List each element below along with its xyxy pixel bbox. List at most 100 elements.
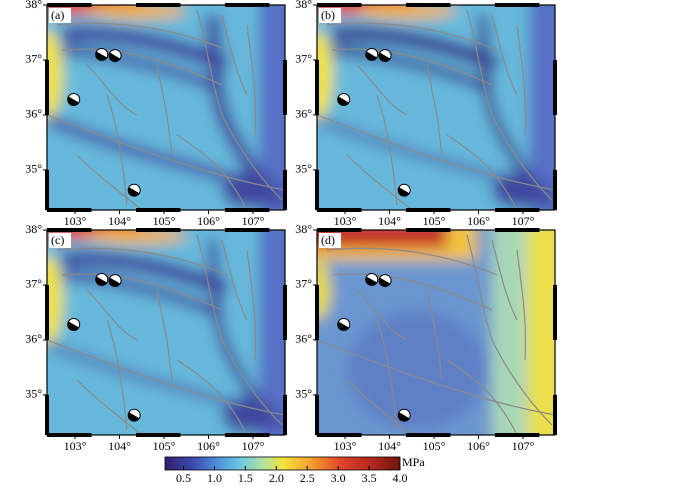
lat-tick-label: 38° <box>25 0 42 11</box>
fault-line <box>426 64 443 156</box>
fault-line <box>76 154 143 210</box>
colorbar-tick-label: 2.0 <box>269 471 284 485</box>
fault-line <box>446 359 518 435</box>
map-panel: (b) 103° 104° 105° 106° 107° 35° 36° 37° 38° <box>295 0 557 228</box>
lat-tick-label: 35° <box>25 387 42 401</box>
lat-tick-label: 35° <box>25 162 42 176</box>
colorbar-tick-label: 0.5 <box>176 471 191 485</box>
lat-tick-label: 38° <box>295 222 312 236</box>
fault-line <box>61 48 223 86</box>
lon-tick-label: 106° <box>467 439 490 453</box>
lat-tick-label: 35° <box>295 387 312 401</box>
lon-tick-label: 106° <box>197 214 220 228</box>
lon-tick-label: 105° <box>423 439 446 453</box>
fault-line <box>376 319 398 431</box>
colorbar-tick-label: 2.5 <box>300 471 315 485</box>
lon-tick-label: 104° <box>108 214 131 228</box>
fault-line <box>156 64 173 156</box>
fault-line <box>47 339 285 416</box>
stress-field <box>317 5 555 210</box>
colorbar-tick-label: 1.5 <box>238 471 253 485</box>
map-panel: (d) 103° 104° 105° 106° 107° 35° 36° 37° 38° <box>295 222 557 453</box>
fault-line <box>326 247 498 276</box>
colorbar-unit: MPa <box>402 455 425 469</box>
fault-line <box>317 339 555 416</box>
map-panel: (c) 103° 104° 105° 106° 107° 35° 36° 37° 38° <box>25 222 287 453</box>
lat-tick-label: 36° <box>25 332 42 346</box>
fault-line <box>326 22 498 51</box>
fault-line <box>176 134 248 210</box>
panel-label: (a) <box>51 8 64 22</box>
colorbar-tick-label: 3.0 <box>331 471 346 485</box>
fault-line <box>346 379 413 435</box>
lon-tick-label: 106° <box>467 214 490 228</box>
fault-line <box>466 234 553 426</box>
fault-line <box>196 234 283 426</box>
lat-tick-label: 36° <box>25 107 42 121</box>
lon-tick-label: 105° <box>153 214 176 228</box>
fault-line <box>47 114 285 191</box>
map-panel: (a) 103° 104° 105° 106° 107° 35° 36° 37° 38° <box>25 0 287 228</box>
lat-tick-label: 38° <box>25 222 42 236</box>
lat-tick-label: 38° <box>295 0 312 11</box>
fault-line <box>56 247 228 276</box>
fault-line <box>56 22 228 51</box>
lon-tick-label: 104° <box>378 439 401 453</box>
fault-line <box>156 289 173 381</box>
fault-line <box>61 273 223 311</box>
lon-tick-label: 107° <box>242 214 265 228</box>
panel-label: (c) <box>51 233 64 247</box>
colorbar-tick-label: 3.5 <box>362 471 377 485</box>
lat-tick-label: 37° <box>295 52 312 66</box>
fault-line <box>246 24 257 136</box>
lon-tick-label: 104° <box>108 439 131 453</box>
fault-line <box>356 289 408 341</box>
fault-line <box>106 94 128 206</box>
lat-tick-label: 37° <box>295 277 312 291</box>
colorbar-tick-label: 1.0 <box>207 471 222 485</box>
fault-line <box>106 319 128 431</box>
lon-tick-label: 103° <box>64 214 87 228</box>
fault-line <box>196 9 283 201</box>
colorbar <box>164 456 401 471</box>
lon-tick-label: 103° <box>64 439 87 453</box>
fault-line <box>516 24 527 136</box>
fault-line <box>221 239 248 321</box>
fault-line <box>346 154 413 210</box>
fault-line <box>466 9 553 201</box>
fault-line <box>491 239 518 321</box>
lat-tick-label: 37° <box>25 52 42 66</box>
colorbar-tick-label: 4.0 <box>393 471 408 485</box>
lat-tick-label: 36° <box>295 332 312 346</box>
lat-tick-label: 37° <box>25 277 42 291</box>
stress-field <box>47 230 285 435</box>
fault-line <box>221 14 248 96</box>
lon-tick-label: 107° <box>512 214 535 228</box>
fault-line <box>317 114 555 191</box>
fault-line <box>76 379 143 435</box>
fault-line <box>356 64 408 116</box>
fault-line <box>176 359 248 435</box>
fault-line <box>331 273 493 311</box>
stress-field <box>47 5 285 210</box>
fault-line <box>446 134 518 210</box>
stress-field <box>317 230 555 435</box>
fault-line <box>426 289 443 381</box>
fault-line <box>516 249 527 361</box>
panel-label: (b) <box>321 8 335 22</box>
fault-line <box>491 14 518 96</box>
lon-tick-label: 104° <box>378 214 401 228</box>
fault-line <box>376 94 398 206</box>
fault-line <box>86 64 138 116</box>
lon-tick-label: 106° <box>197 439 220 453</box>
lon-tick-label: 107° <box>242 439 265 453</box>
panel-label: (d) <box>321 233 335 247</box>
fault-line <box>86 289 138 341</box>
lon-tick-label: 105° <box>153 439 176 453</box>
lon-tick-label: 103° <box>334 439 357 453</box>
fault-line <box>246 249 257 361</box>
lat-tick-label: 36° <box>295 107 312 121</box>
lon-tick-label: 107° <box>512 439 535 453</box>
lon-tick-label: 103° <box>334 214 357 228</box>
